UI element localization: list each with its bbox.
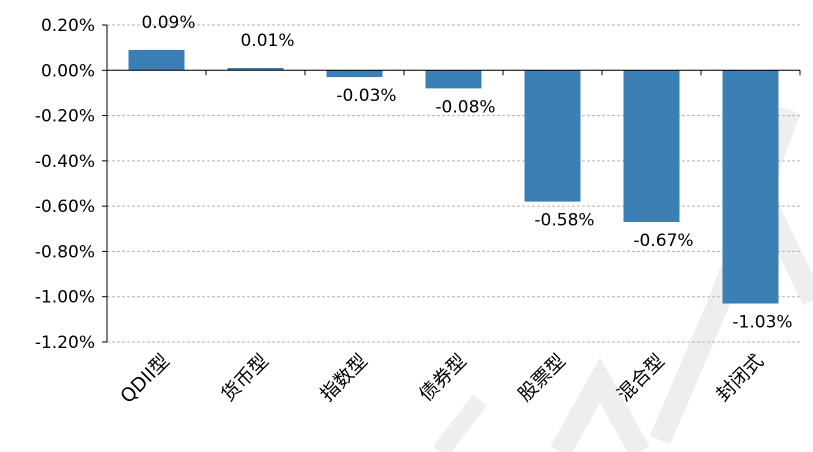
bar [425,70,482,89]
y-tick-label: -0.40% [35,152,95,172]
y-axis-tick-labels: 0.20% 0.00% -0.20% -0.40% -0.60% -0.80% -1.00%… [35,16,95,353]
category-label: 股票型 [514,350,570,406]
category-label: QDII型 [116,350,174,408]
bars [128,49,779,304]
data-label: 0.09% [141,13,195,33]
category-label: 货币型 [217,350,273,406]
y-tick-label: 0.20% [41,16,95,36]
y-tick-label: -0.60% [35,197,95,217]
bar [722,70,779,304]
data-label: -0.08% [435,97,495,117]
bar [128,49,185,71]
data-label: -0.58% [534,211,594,231]
category-label: 封闭式 [712,350,768,406]
bar [623,70,680,222]
category-label: 混合型 [613,350,669,406]
y-tick-label: -1.00% [35,288,95,308]
axes [102,24,801,343]
y-tick-label: -1.20% [35,333,95,353]
category-label: 指数型 [316,350,372,406]
category-label: 债券型 [415,350,471,406]
bar [326,70,383,78]
y-tick-label: 0.00% [41,61,95,81]
bar [524,70,581,202]
data-label: 0.01% [240,31,294,51]
bar [227,68,284,71]
data-label: -1.03% [732,313,792,333]
data-labels: 0.09% 0.01% -0.03% -0.08% -0.58% -0.67% -1.03% [141,13,792,333]
data-label: -0.67% [633,231,693,251]
y-tick-label: -0.80% [35,242,95,262]
y-tick-label: -0.20% [35,107,95,127]
data-label: -0.03% [336,86,396,106]
